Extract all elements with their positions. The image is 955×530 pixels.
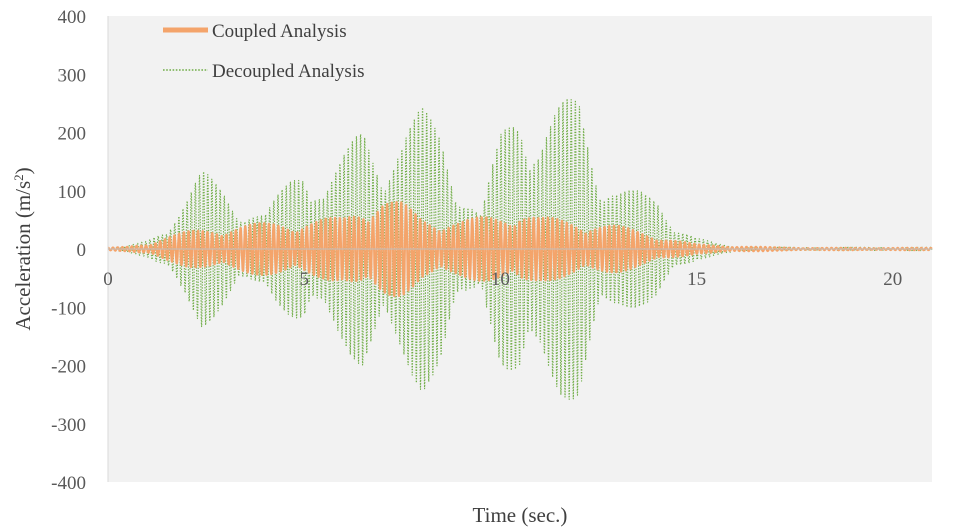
legend-label: Decoupled Analysis <box>212 61 365 82</box>
legend-entry-coupled: Coupled Analysis <box>163 21 347 42</box>
x-tick-label: 15 <box>687 269 706 290</box>
x-tick-label: 0 <box>103 269 113 290</box>
y-tick-label: 100 <box>58 182 87 203</box>
x-tick-label: 5 <box>299 269 309 290</box>
y-tick-label: 400 <box>58 7 87 28</box>
y-tick-label: 200 <box>58 124 87 145</box>
y-axis-title: Acceleration (m/s2) <box>11 167 36 330</box>
y-tick-label: -100 <box>51 298 86 319</box>
y-axis-ticks: 400 300 200 100 0 -100 -200 -300 -400 <box>51 7 86 494</box>
y-tick-label: -300 <box>51 415 86 436</box>
y-tick-label: -200 <box>51 357 86 378</box>
legend: Coupled Analysis Decoupled Analysis <box>163 21 365 82</box>
legend-entry-decoupled: Decoupled Analysis <box>163 61 365 82</box>
x-axis-title: Time (sec.) <box>473 503 568 527</box>
y-tick-label: 300 <box>58 65 87 86</box>
x-tick-label: 10 <box>491 269 510 290</box>
y-tick-label: 0 <box>77 240 87 261</box>
legend-label: Coupled Analysis <box>212 21 347 42</box>
x-axis-ticks: 0 5 10 15 20 <box>103 269 902 290</box>
x-tick-label: 20 <box>883 269 902 290</box>
y-tick-label: -400 <box>51 473 86 494</box>
